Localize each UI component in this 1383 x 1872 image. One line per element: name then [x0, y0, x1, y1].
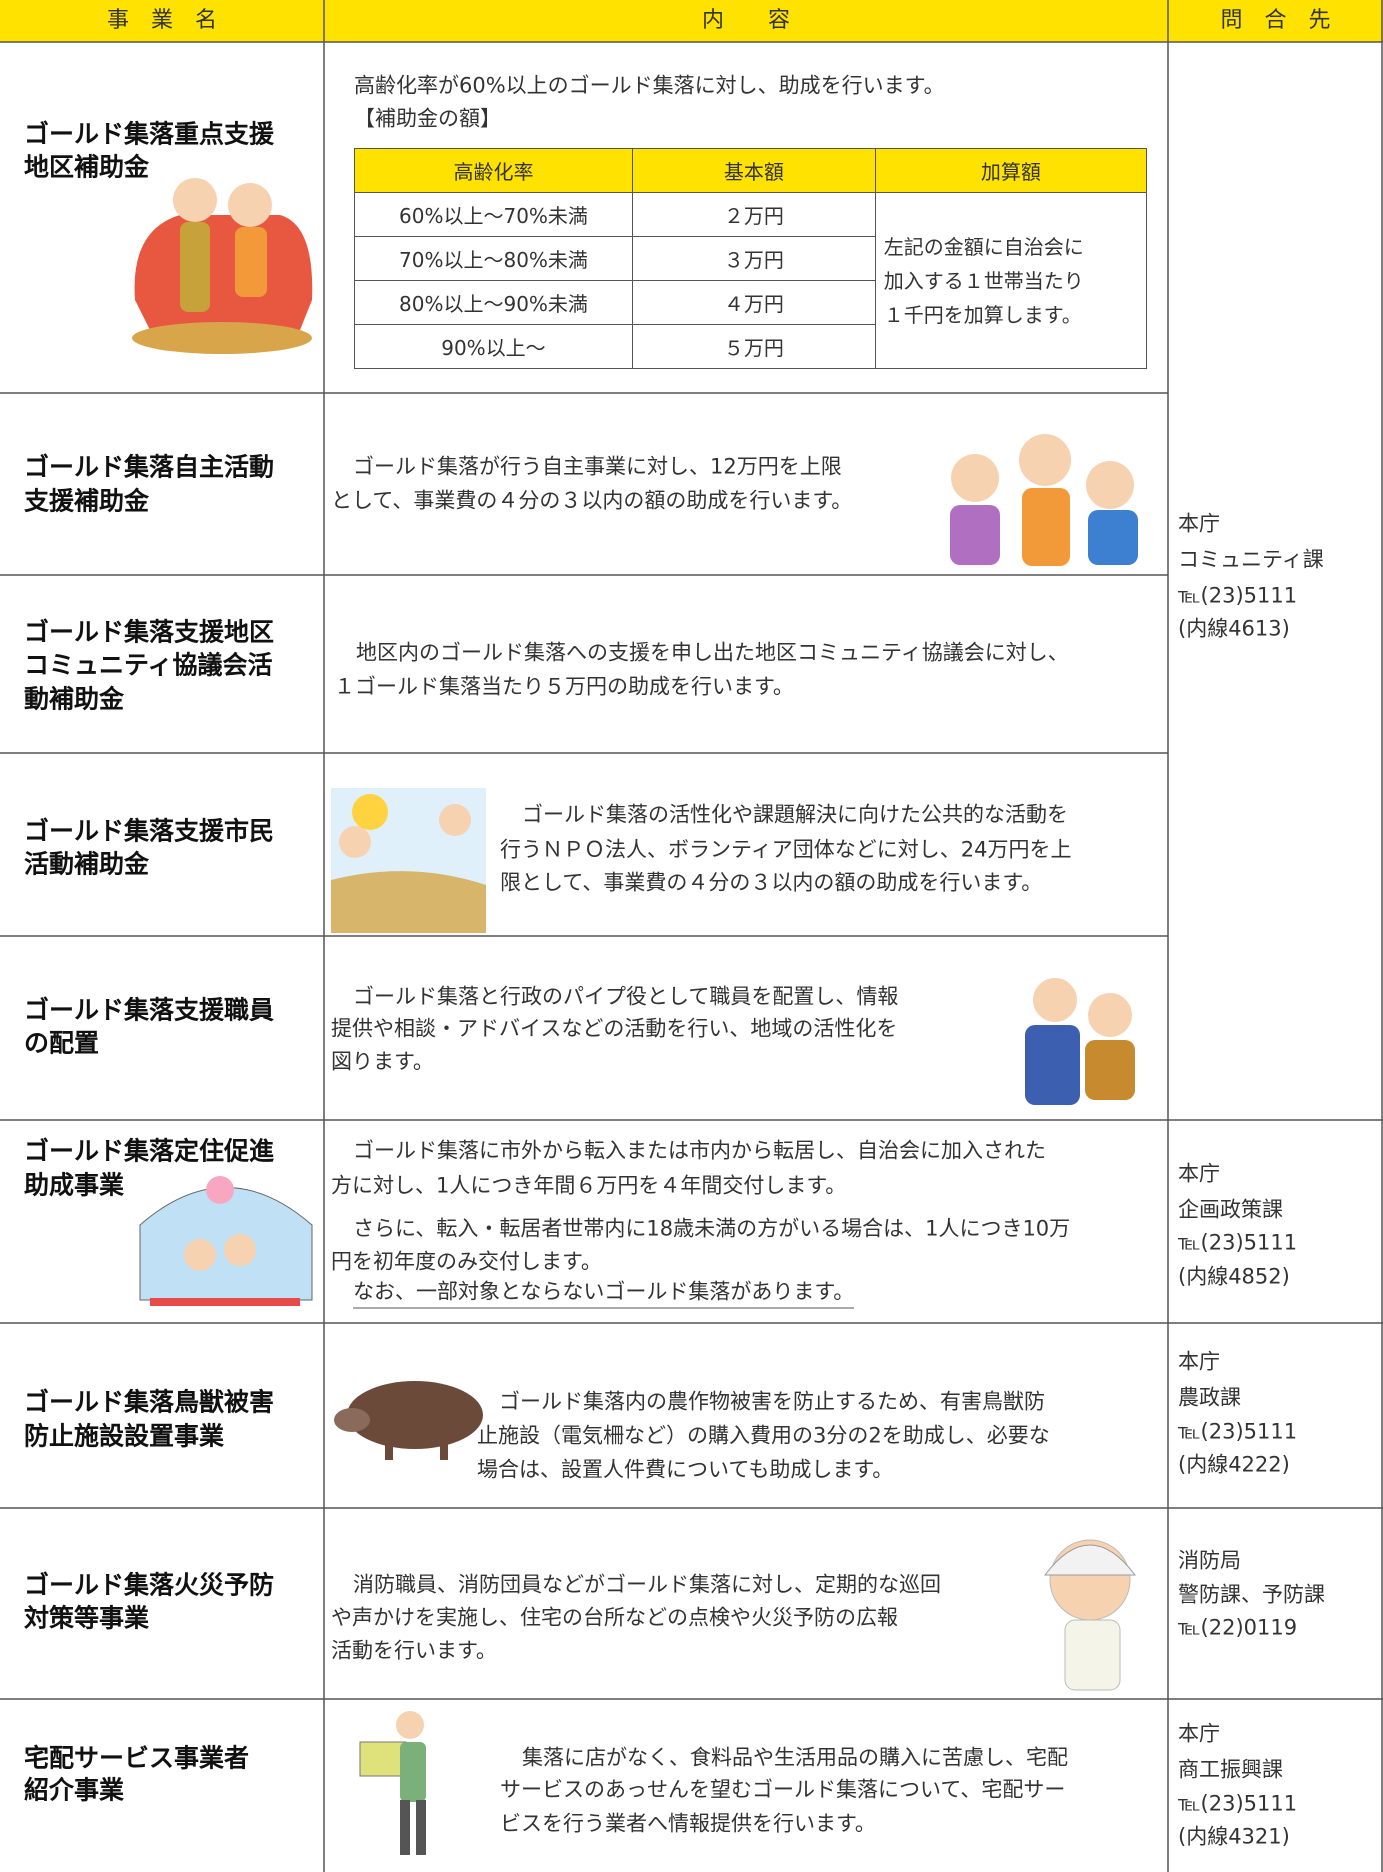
program-name: ゴールド集落支援市民 — [24, 816, 275, 846]
program-name: ゴールド集落支援職員 — [24, 995, 275, 1025]
program-name: ゴールド集落火災予防 — [24, 1570, 275, 1600]
addition-line: １千円を加算します。 — [883, 302, 1082, 327]
contact-line: 本庁 — [1178, 1161, 1220, 1186]
description-line: 高齢化率が60%以上のゴールド集落に対し、助成を行います。 — [354, 73, 945, 98]
description-line: 消防職員、消防団員などがゴールド集落に対し、定期的な巡回 — [353, 1572, 941, 1597]
description-line: ゴールド集落の活性化や課題解決に向けた公共的な活動を — [522, 802, 1068, 827]
program-name: 紹介事業 — [24, 1775, 125, 1805]
description-line: ゴールド集落内の農作物被害を防止するため、有害鳥獣防 — [499, 1389, 1045, 1414]
addition-line: 加入する１世帯当たり — [883, 268, 1084, 293]
subsidy-table: 高齢化率 基本額 加算額 60%以上〜70%未満 ２万円 左記の金額に自治会に 加入する１世… — [354, 148, 1148, 369]
contact-line: (内線4852) — [1178, 1264, 1290, 1289]
table-cell: ４万円 — [631, 280, 876, 325]
contact-line: (内線4222) — [1178, 1452, 1290, 1477]
program-name: ゴールド集落自主活動 — [24, 452, 275, 482]
contact-line: (内線4613) — [1178, 616, 1290, 641]
program-name: コミュニティ協議会活 — [24, 650, 273, 680]
contact-line: 警防課、予防課 — [1178, 1582, 1325, 1607]
header-band — [0, 0, 1383, 42]
table-header-row: 高齢化率 基本額 加算額 — [354, 148, 1148, 193]
table-row: 90%以上〜 ５万円 — [354, 324, 1147, 369]
program-name: の配置 — [24, 1028, 100, 1058]
program-name: ゴールド集落定住促進 — [24, 1136, 275, 1166]
description-line: なお、一部対象とならないゴールド集落があります。 — [353, 1281, 855, 1309]
table-row: 70%以上〜80%未満 ３万円 — [354, 236, 1147, 281]
description-line: さらに、転入・転居者世帯内に18歳未満の方がいる場合は、1人につき10万 — [353, 1216, 1071, 1241]
program-name: 活動補助金 — [24, 849, 150, 879]
description-line: として、事業費の４分の３以内の額の助成を行います。 — [331, 488, 853, 513]
program-name: 支援補助金 — [24, 486, 150, 516]
program-name: 地区補助金 — [24, 152, 150, 182]
table-header-cell: 高齢化率 — [354, 148, 633, 193]
contact-line: ℡(22)0119 — [1178, 1615, 1298, 1640]
program-name: ゴールド集落鳥獣被害 — [24, 1387, 275, 1417]
program-name: 助成事業 — [24, 1170, 125, 1200]
program-name: 対策等事業 — [24, 1603, 150, 1633]
description-line: サービスのあっせんを望むゴールド集落について、宅配サー — [500, 1777, 1066, 1802]
table-cell: 60%以上〜70%未満 — [354, 192, 633, 237]
table-cell: ２万円 — [631, 192, 876, 237]
description-line: 円を初年度のみ交付します。 — [331, 1249, 602, 1274]
description-line: 集落に店がなく、食料品や生活用品の購入に苦慮し、宅配 — [522, 1745, 1068, 1770]
description-line: 限として、事業費の４分の３以内の額の助成を行います。 — [500, 870, 1043, 895]
table-cell: ５万円 — [631, 324, 876, 369]
header-name: 事 業 名 — [106, 8, 217, 33]
table-header-cell: 加算額 — [874, 148, 1148, 193]
contact-line: 企画政策課 — [1178, 1197, 1283, 1222]
description-line: ゴールド集落と行政のパイプ役として職員を配置し、情報 — [353, 984, 899, 1009]
header-content: 内 容 — [701, 8, 790, 33]
description-line: 行うＮＰＯ法人、ボランティア団体などに対し、24万円を上 — [500, 837, 1072, 862]
program-name: 防止施設設置事業 — [24, 1421, 225, 1451]
contact-line: ℡(23)5111 — [1178, 1230, 1298, 1255]
contact-line: ℡(23)5111 — [1178, 1791, 1298, 1816]
description-line: 提供や相談・アドバイスなどの活動を行い、地域の活性化を — [331, 1016, 898, 1041]
description-line: 図ります。 — [331, 1049, 434, 1074]
description-line: １ゴールド集落当たり５万円の助成を行います。 — [334, 674, 794, 699]
header-contact: 問 合 先 — [1220, 8, 1331, 33]
contact-line: 消防局 — [1178, 1548, 1241, 1573]
table-header-cell: 基本額 — [631, 148, 876, 193]
description-line: 活動を行います。 — [331, 1638, 497, 1663]
contact-line: 本庁 — [1178, 511, 1220, 536]
description-line: 方に対し、1人につき年間６万円を４年間交付します。 — [331, 1173, 847, 1198]
table-cell: 80%以上〜90%未満 — [354, 280, 633, 325]
description-line: や声かけを実施し、住宅の台所などの点検や火災予防の広報 — [331, 1605, 898, 1630]
addition-cell: 左記の金額に自治会に 加入する１世帯当たり １千円を加算します。 — [874, 192, 1148, 369]
contact-line: 商工振興課 — [1178, 1757, 1283, 1782]
contact-line: 本庁 — [1178, 1721, 1220, 1746]
contact-line: 農政課 — [1178, 1385, 1241, 1410]
illustrations — [132, 178, 1138, 1855]
description-line: ゴールド集落に市外から転入または市内から転居し、自治会に加入された — [353, 1138, 1046, 1163]
description-line: ビスを行う業者へ情報提供を行います。 — [500, 1811, 876, 1836]
description-line: ゴールド集落が行う自主事業に対し、12万円を上限 — [353, 454, 842, 479]
contact-line: ℡(23)5111 — [1178, 1419, 1298, 1444]
contact-line: (内線4321) — [1178, 1824, 1290, 1849]
description-line: 地区内のゴールド集落への支援を申し出た地区コミュニティ協議会に対し、 — [356, 640, 1069, 665]
program-name: 宅配サービス事業者 — [24, 1743, 250, 1773]
description-line: 【補助金の額】 — [354, 106, 501, 131]
program-name: ゴールド集落支援地区 — [24, 617, 275, 647]
addition-line: 左記の金額に自治会に — [883, 234, 1084, 259]
table-row: 60%以上〜70%未満 ２万円 左記の金額に自治会に 加入する１世帯当たり １千円を加算… — [354, 192, 1148, 369]
table-cell: ３万円 — [631, 236, 876, 281]
contact-line: 本庁 — [1178, 1349, 1220, 1374]
program-name: 動補助金 — [24, 684, 125, 714]
contact-line: コミュニティ課 — [1178, 547, 1324, 572]
table-cell: 70%以上〜80%未満 — [354, 236, 633, 281]
program-name: ゴールド集落重点支援 — [24, 119, 275, 149]
contact-line: ℡(23)5111 — [1178, 583, 1298, 608]
description-line: 場合は、設置人件費についても助成します。 — [477, 1457, 894, 1482]
description-line: 止施設（電気柵など）の購入費用の3分の2を助成し、必要な — [477, 1423, 1050, 1448]
table-cell: 90%以上〜 — [354, 324, 633, 369]
